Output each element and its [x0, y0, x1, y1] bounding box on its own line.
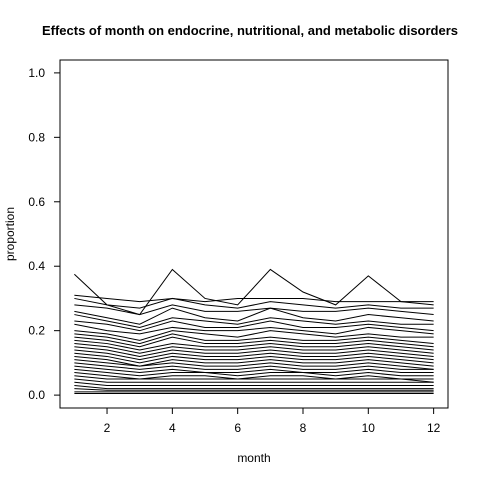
x-tick-label: 10: [362, 421, 376, 435]
y-axis: 0.0 0.2 0.4 0.6 0.8 1.0: [28, 66, 60, 402]
y-tick-label: 0.0: [28, 388, 45, 402]
y-tick-label: 0.6: [28, 195, 45, 209]
series-line-15: [74, 349, 434, 361]
series-line-3: [74, 297, 434, 309]
series-line-10: [74, 333, 434, 345]
series-line-24: [74, 378, 434, 383]
series-line-17: [74, 355, 434, 367]
y-tick-label: 1.0: [28, 66, 45, 80]
series-line-16: [74, 352, 434, 364]
series-line-11: [74, 336, 434, 348]
x-tick-label: 2: [104, 421, 111, 435]
series-line-25: [74, 381, 434, 386]
series-line-19: [74, 362, 434, 370]
series-line-9: [74, 330, 434, 341]
series-line-20: [74, 365, 434, 374]
y-tick-label: 0.4: [28, 259, 45, 273]
series-line-26: [74, 384, 434, 390]
x-axis-label: month: [237, 451, 270, 465]
series-line-22: [74, 372, 434, 380]
series-line-21: [74, 368, 434, 377]
x-tick-label: 4: [169, 421, 176, 435]
y-tick-label: 0.2: [28, 324, 45, 338]
series-line-8: [74, 323, 434, 335]
series-line-12: [74, 339, 434, 351]
y-tick-label: 0.8: [28, 130, 45, 144]
series-line-5: [74, 307, 434, 325]
series-line-1: [74, 268, 434, 316]
series-line-18: [74, 359, 434, 370]
series-line-23: [74, 375, 434, 383]
series-line-14: [74, 346, 434, 357]
series-line-7: [74, 320, 434, 332]
series-line-2: [74, 294, 434, 303]
series-line-27: [74, 388, 434, 391]
series-line-13: [74, 343, 434, 354]
x-axis: 2 4 6 8 10 12: [104, 408, 441, 435]
y-axis-label: proportion: [3, 207, 17, 261]
plot-frame: [59, 59, 449, 409]
x-tick-label: 8: [300, 421, 307, 435]
x-tick-label: 6: [234, 421, 241, 435]
series-line-4: [74, 304, 434, 316]
series-layer: [74, 268, 434, 394]
series-line-6: [74, 314, 434, 328]
chart-title: Effects of month on endocrine, nutrition…: [42, 23, 458, 38]
x-tick-label: 12: [427, 421, 441, 435]
